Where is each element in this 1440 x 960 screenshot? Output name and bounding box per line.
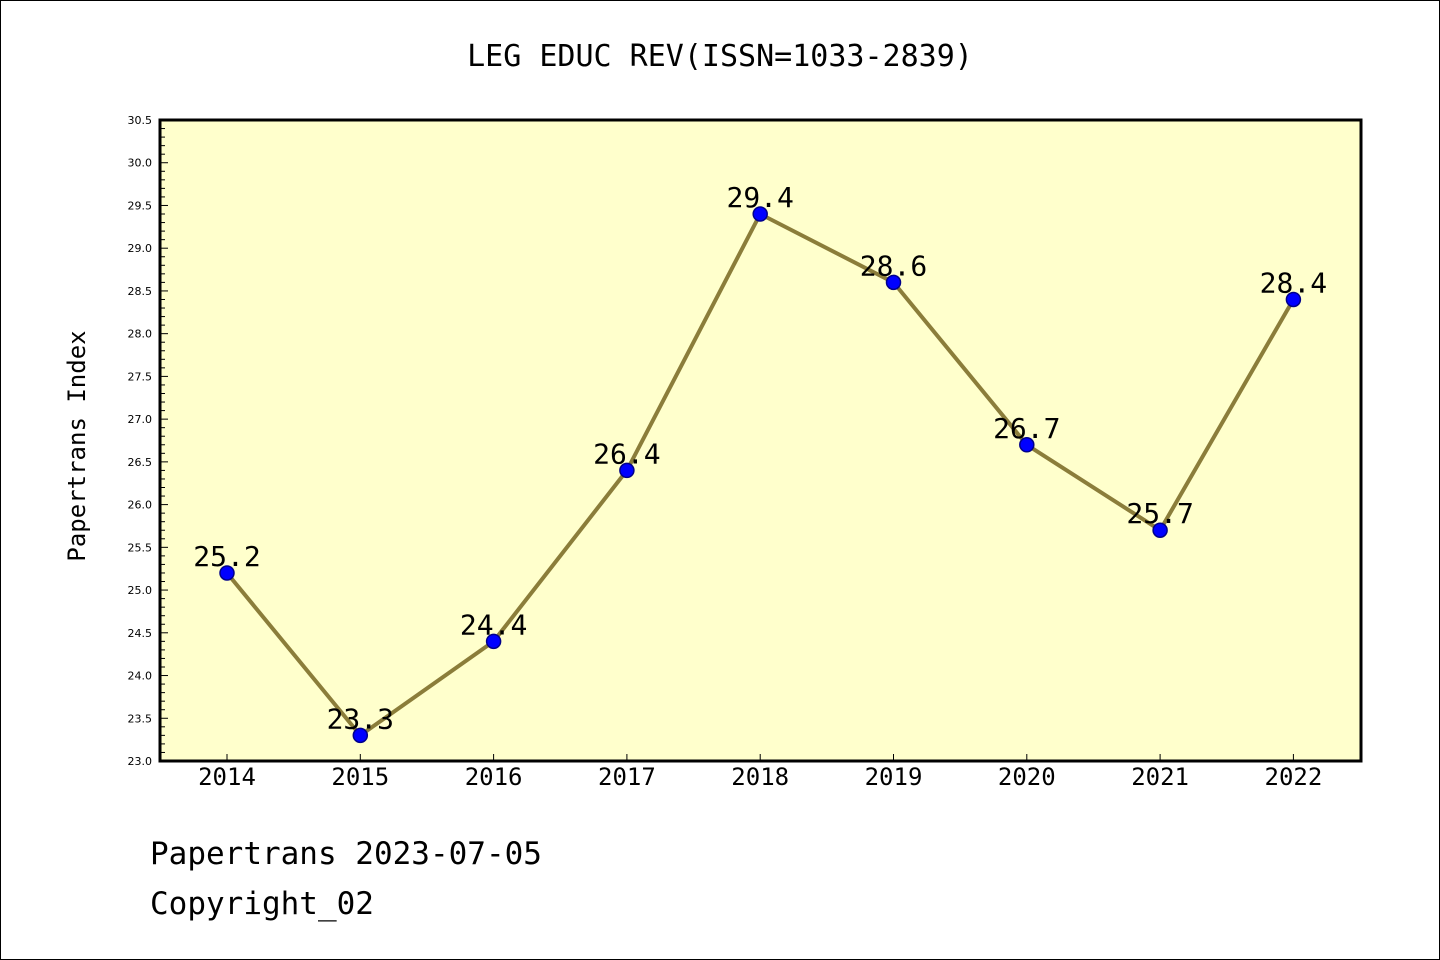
x-tick-label: 2022 [1265,763,1323,791]
y-tick-label: 27.0 [128,413,153,426]
data-label: 28.6 [860,249,927,282]
y-tick-label: 26.5 [128,456,153,469]
data-label: 25.7 [1126,497,1193,530]
data-point [1019,437,1035,453]
data-label: 24.4 [460,608,527,641]
footer-copyright: Copyright_02 [150,886,374,922]
data-point [352,727,369,744]
y-tick-label: 27.5 [128,370,153,383]
data-label: 28.4 [1260,266,1327,299]
y-tick-label: 24.0 [128,670,153,683]
x-tick-label: 2016 [465,763,523,791]
y-tick-label: 26.0 [128,499,153,512]
x-axis: 2014 2015 2016 2017 2018 2019 2020 2021 2022 [198,754,1322,791]
y-axis-label: Papertrans Index [63,330,91,561]
x-tick-label: 2018 [731,763,789,791]
x-tick-label: 2017 [598,763,656,791]
y-tick-label: 28.0 [128,328,153,341]
y-tick-label: 28.5 [128,285,153,298]
data-labels: 25.2 23.3 24.4 26.4 29.4 28.6 26.7 25.7 28.4 [193,181,1327,735]
data-label: 23.3 [327,702,394,735]
x-tick-label: 2019 [865,763,923,791]
data-label: 26.4 [593,437,660,470]
data-point [219,565,235,581]
data-point [619,462,635,479]
y-tick-label: 25.0 [128,584,153,597]
x-tick-label: 2020 [998,763,1056,791]
y-tick-label: 23.0 [128,755,153,768]
y-tick-label: 29.0 [128,242,153,255]
y-tick-label: 23.5 [128,712,153,725]
footer-date: Papertrans 2023-07-05 [150,836,542,872]
y-tick-label: 29.5 [128,199,153,212]
x-tick-label: 2015 [331,763,389,791]
chart-title: LEG EDUC REV(ISSN=1033-2839) [467,39,973,74]
data-point [752,206,768,222]
series-markers [219,206,1302,744]
y-tick-label: 25.5 [128,541,153,554]
x-tick-label: 2014 [198,763,256,791]
data-label: 29.4 [726,181,793,214]
y-tick-label: 24.5 [128,627,153,640]
y-tick-label: 30.5 [128,114,153,127]
data-point [1285,291,1302,308]
plot-area [158,118,1363,763]
data-point [885,274,902,291]
data-label: 25.2 [193,540,260,573]
data-point [1152,522,1168,538]
y-tick-label: 30.0 [128,157,153,170]
y-axis: 23.0 23.5 24.0 24.5 25.0 25.5 26.0 26.5 27.0 27.5… [128,114,168,768]
data-point [485,633,502,650]
data-label: 26.7 [993,412,1060,445]
x-tick-label: 2021 [1131,763,1189,791]
